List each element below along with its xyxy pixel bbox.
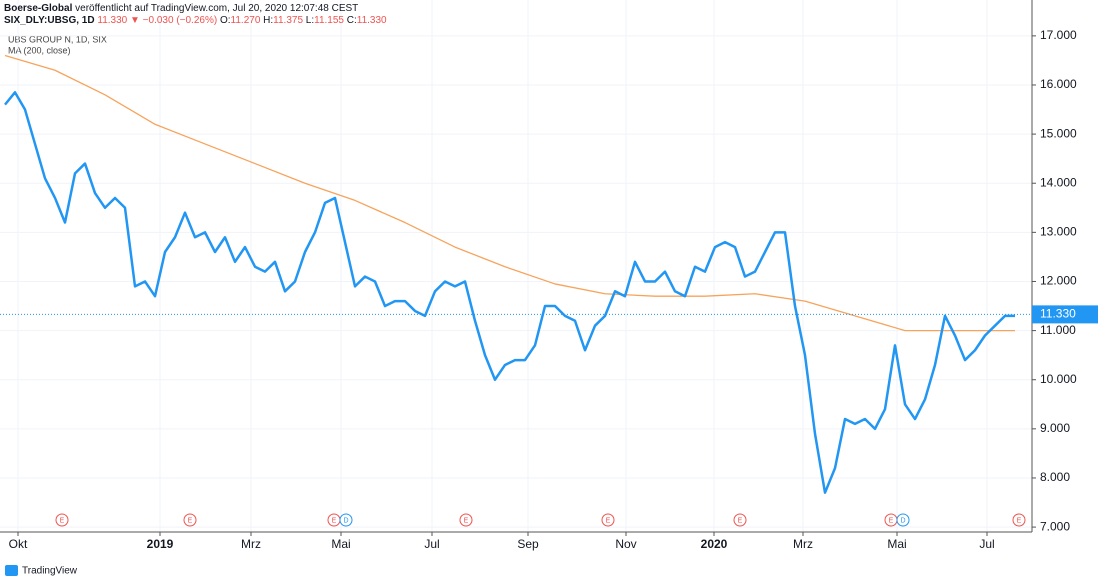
- x-tick-label: Nov: [615, 537, 636, 551]
- ohlc-key: L:: [305, 15, 315, 26]
- x-tick-label: 2020: [701, 537, 728, 551]
- event-marker: [896, 513, 910, 527]
- header-line-1: Boerse-Global veröffentlicht auf Trading…: [4, 3, 358, 14]
- symbol: SIX_DLY:UBSG, 1D: [4, 15, 95, 26]
- x-tick-label: Mrz: [793, 537, 813, 551]
- event-marker: [733, 513, 747, 527]
- y-tick-label: 12.000: [1040, 274, 1077, 288]
- ohlc-red: 11.155: [314, 15, 344, 26]
- event-marker: [183, 513, 197, 527]
- event-label: E: [60, 517, 65, 524]
- y-tick-label: 14.000: [1040, 175, 1077, 189]
- legend-ma: MA (200, close): [8, 45, 71, 55]
- y-tick-label: 9.000: [1040, 421, 1070, 435]
- x-tick-label: Okt: [9, 537, 28, 551]
- header-line-2: SIX_DLY:UBSG, 1D 11.330 ▼ −0.030 (−0.26%…: [4, 15, 387, 26]
- ohlc-red: 11.270: [230, 15, 261, 26]
- event-label: E: [464, 517, 469, 524]
- x-tick-label: Mai: [887, 537, 906, 551]
- y-tick-label: 11.000: [1040, 323, 1076, 337]
- ohlc-red: 11.330: [356, 15, 387, 26]
- x-tick-label: Jul: [979, 537, 994, 551]
- event-label: E: [738, 517, 743, 524]
- x-tick-label: Mai: [331, 537, 350, 551]
- event-marker: [459, 513, 473, 527]
- footer-logo: [5, 565, 18, 576]
- ohlc-key: O:: [219, 15, 231, 26]
- event-label: E: [606, 517, 611, 524]
- y-tick-label: 15.000: [1040, 126, 1077, 140]
- event-marker: [1012, 513, 1026, 527]
- last-price-label: 11.330: [1040, 307, 1076, 321]
- x-tick-label: 2019: [147, 537, 174, 551]
- x-tick-label: Jul: [424, 537, 439, 551]
- event-label: D: [900, 517, 905, 524]
- ohlc-key: H:: [263, 15, 274, 26]
- price-line: [4, 91, 1015, 494]
- publisher: Boerse-Global: [4, 3, 73, 14]
- event-label: E: [889, 517, 894, 524]
- event-marker: [339, 513, 353, 527]
- change: ▼ −0.030 (−0.26%): [130, 15, 218, 26]
- event-label: E: [188, 517, 193, 524]
- y-tick-label: 17.000: [1040, 28, 1077, 42]
- event-marker: [601, 513, 615, 527]
- last-price-box: [1032, 305, 1098, 324]
- y-tick-label: 7.000: [1040, 519, 1070, 533]
- y-tick-label: 8.000: [1040, 470, 1070, 484]
- y-tick-label: 13.000: [1040, 225, 1077, 239]
- y-tick-label: 10.000: [1040, 372, 1077, 386]
- event-label: E: [1017, 517, 1022, 524]
- grid: [0, 0, 1032, 532]
- ohlc-red: 11.375: [273, 15, 303, 26]
- x-tick-label: Sep: [517, 537, 539, 551]
- published: veröffentlicht auf TradingView.com, Jul …: [75, 3, 359, 14]
- event-label: D: [343, 517, 348, 524]
- last: 11.330: [97, 15, 128, 26]
- ohlc: O:11.270 H:11.375 L:11.155 C:11.330: [220, 15, 387, 26]
- legend-title: UBS GROUP N, 1D, SIX: [8, 34, 107, 44]
- event-marker: [55, 513, 69, 527]
- x-tick-label: Mrz: [241, 537, 261, 551]
- ohlc-key: C:: [346, 15, 357, 26]
- footer-brand: TradingView: [22, 566, 78, 577]
- ma-line: [4, 54, 1015, 332]
- event-label: E: [332, 517, 337, 524]
- y-tick-label: 16.000: [1040, 77, 1077, 91]
